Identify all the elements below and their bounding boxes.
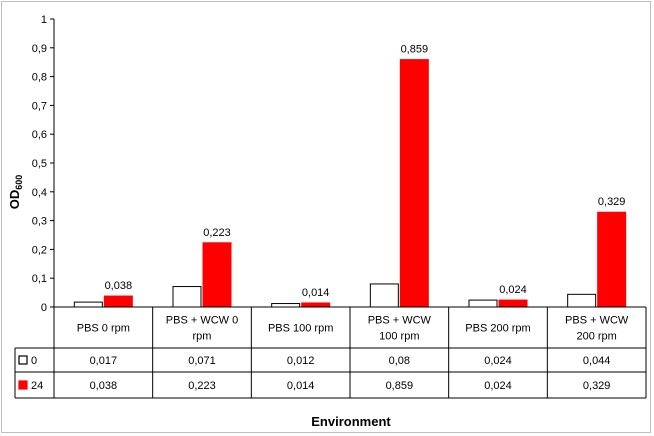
bar-series-0 xyxy=(567,293,597,308)
x-axis-title: Environment xyxy=(311,414,391,429)
data-label: 0,014 xyxy=(302,287,330,299)
legend-key-series-0 xyxy=(18,355,28,365)
category-label: PBS + WCW 0 xyxy=(166,315,238,327)
table-cell: 0,024 xyxy=(484,355,512,367)
category-label: PBS 0 rpm xyxy=(77,323,130,335)
table-cell: 0,859 xyxy=(386,380,414,392)
table-cell: 0,044 xyxy=(583,355,611,367)
y-tick-label: 0,1 xyxy=(32,273,47,285)
bar-series-0 xyxy=(73,301,103,308)
category-label: 200 rpm xyxy=(576,331,616,343)
y-axis-title: OD600 xyxy=(7,175,24,210)
category-label: 100 rpm xyxy=(379,331,419,343)
table-cell: 0,038 xyxy=(90,380,118,392)
y-tick-label: 0,9 xyxy=(32,43,47,55)
y-tick-label: 0,8 xyxy=(32,72,47,84)
y-axis-title-main: OD xyxy=(7,190,22,210)
y-tick-label: 0,7 xyxy=(32,100,47,112)
bar-series-24 xyxy=(597,211,627,308)
y-tick-label: 0,2 xyxy=(32,244,47,256)
category-label: PBS 100 rpm xyxy=(268,323,333,335)
data-label: 0,038 xyxy=(105,280,133,292)
bar-series-0 xyxy=(369,283,399,308)
bar-series-0 xyxy=(468,299,498,308)
y-tick-label: 0,4 xyxy=(32,187,47,199)
table-cell: 0,08 xyxy=(389,355,410,367)
y-tick-label: 0,3 xyxy=(32,216,47,228)
legend-key-series-24 xyxy=(18,380,28,390)
y-tick-label: 0,5 xyxy=(32,158,47,170)
bar-series-0 xyxy=(172,286,202,308)
category-label: PBS + WCW xyxy=(368,315,432,327)
data-label: 0,329 xyxy=(598,196,626,208)
table-cell: 0,017 xyxy=(90,355,118,367)
table-cell: 0,071 xyxy=(188,355,216,367)
bar-series-0 xyxy=(271,303,301,308)
data-label: 0,024 xyxy=(499,284,527,296)
y-axis-title-sub: 600 xyxy=(14,175,24,190)
legend-label-series-0: 0 xyxy=(31,355,37,367)
data-label: 0,859 xyxy=(401,44,429,56)
category-label: rpm xyxy=(193,331,212,343)
category-label: PBS + WCW xyxy=(565,315,629,327)
bar-series-24 xyxy=(202,242,232,308)
bar-series-24 xyxy=(301,302,331,308)
table-cell: 0,024 xyxy=(484,380,512,392)
y-tick-label: 0,6 xyxy=(32,129,47,141)
table-cell: 0,223 xyxy=(188,380,216,392)
bar-series-24 xyxy=(498,299,528,308)
table-cell: 0,329 xyxy=(583,380,611,392)
table-cell: 0,014 xyxy=(287,380,315,392)
table-cell: 0,012 xyxy=(287,355,315,367)
legend-label-series-24: 24 xyxy=(31,380,43,392)
category-label: PBS 200 rpm xyxy=(465,323,530,335)
bar-series-24 xyxy=(103,295,133,308)
y-tick-label: 0 xyxy=(41,302,47,314)
bar-series-24 xyxy=(399,59,429,308)
y-tick-label: 1 xyxy=(41,14,47,26)
data-label: 0,223 xyxy=(203,227,231,239)
